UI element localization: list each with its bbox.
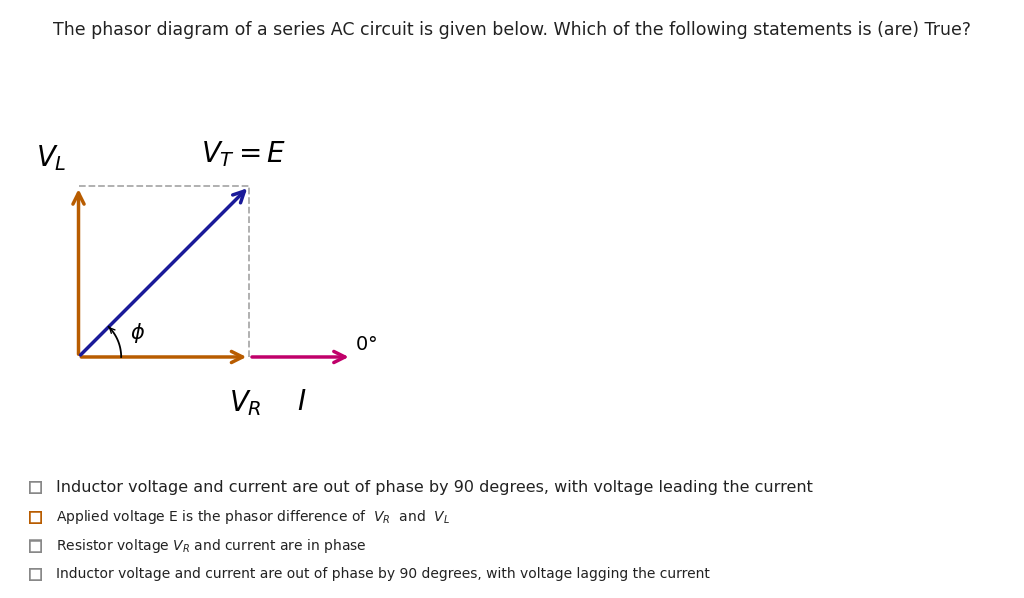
Text: $V_L$: $V_L$ <box>36 143 67 173</box>
Text: Inductor voltage and current are out of phase by 90 degrees, with voltage leadin: Inductor voltage and current are out of … <box>56 480 813 495</box>
Text: $\phi$: $\phi$ <box>130 321 144 345</box>
Text: Inductor voltage and current are out of phase by 90 degrees, with voltage laggin: Inductor voltage and current are out of … <box>56 567 711 581</box>
Text: Applied voltage E is the phasor difference of  $V_R$  and  $V_L$: Applied voltage E is the phasor differen… <box>56 508 451 526</box>
Text: $V_T = E$: $V_T = E$ <box>202 139 287 169</box>
Text: $0°$: $0°$ <box>355 334 377 353</box>
Text: $V_R$: $V_R$ <box>228 388 261 417</box>
Text: $I$: $I$ <box>297 388 306 416</box>
Text: The phasor diagram of a series AC circuit is given below. Which of the following: The phasor diagram of a series AC circui… <box>53 21 971 39</box>
Text: Resistor voltage $V_R$ and current are in phase: Resistor voltage $V_R$ and current are i… <box>56 537 367 555</box>
